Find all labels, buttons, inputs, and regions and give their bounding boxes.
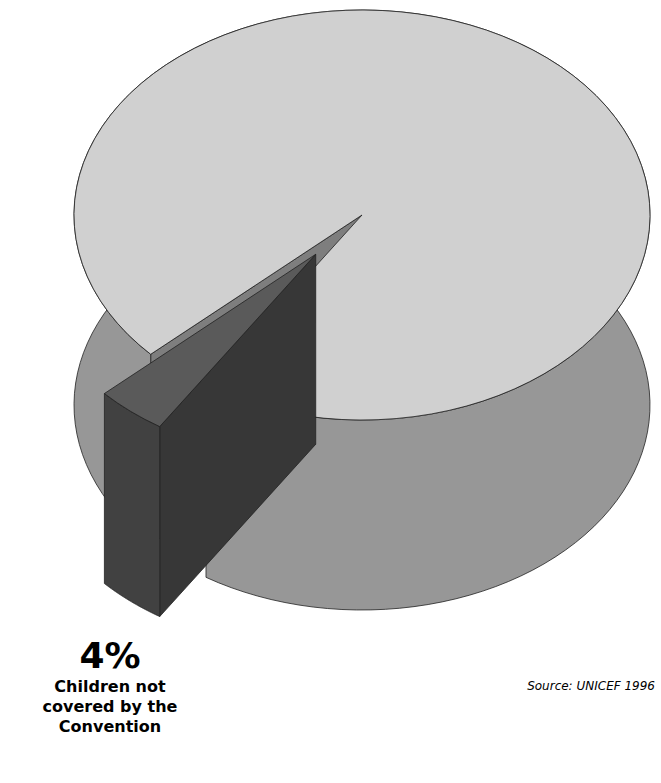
label-line: covered by the [43, 697, 178, 716]
plot-area [74, 10, 650, 617]
label-line: Children not [54, 677, 166, 696]
pie-slice [104, 254, 315, 426]
chart: 4%Children notcovered by theConvention So… [0, 0, 661, 783]
slice-group [104, 254, 315, 616]
slice-top-group [104, 254, 315, 426]
source-note: Source: UNICEF 1996 [527, 679, 655, 693]
labels: 4%Children notcovered by theConvention [43, 635, 178, 736]
label-line: Convention [59, 717, 161, 736]
slice-side [104, 394, 159, 617]
data-label: 4% [79, 635, 140, 676]
category-label: Children notcovered by theConvention [43, 677, 178, 736]
